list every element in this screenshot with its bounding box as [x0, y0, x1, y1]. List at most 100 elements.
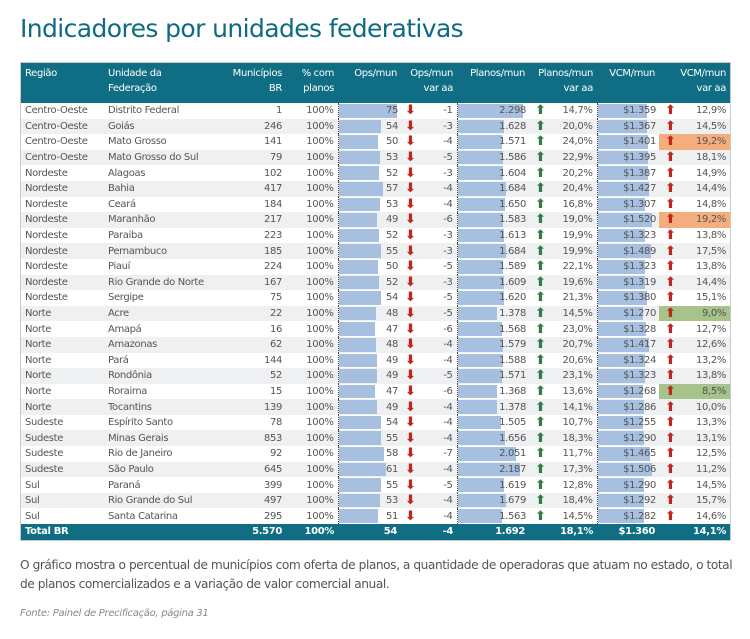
- planos-cell: 1.619: [456, 477, 529, 493]
- ops-cell: 49: [337, 352, 401, 369]
- planos-var-value: 10,7%: [562, 417, 593, 429]
- planos-cell-value: 1.368: [499, 385, 526, 397]
- ops-cell-value: 51: [385, 510, 398, 522]
- planos-cell: 1.586: [456, 149, 529, 166]
- planos-cell-value: 1.604: [499, 167, 526, 179]
- planos-var-cell: ⬆ 17,3%: [529, 461, 597, 478]
- data-bar: [339, 197, 380, 212]
- column-header-line1: VCM/mun: [609, 68, 655, 79]
- vcm-cell: $1.290: [596, 477, 659, 493]
- planos-cell-value: 1.684: [499, 245, 526, 257]
- data-bar: [458, 135, 503, 149]
- vcm-var-value: 12,6%: [695, 339, 726, 351]
- data-bar: [458, 431, 505, 446]
- pct-cell: 100%: [286, 227, 338, 244]
- pct-cell: 100%: [286, 399, 338, 415]
- column-header-line2: BR: [268, 83, 282, 94]
- total-municipios: 5.570: [220, 524, 286, 541]
- vcm-cell: $1.324: [596, 352, 659, 369]
- data-bar: [598, 135, 649, 149]
- vcm-var-cell: ⬆ 10,0%: [659, 399, 730, 415]
- arrow-down-icon: ⬇: [405, 134, 416, 150]
- column-header[interactable]: Região: [21, 63, 104, 103]
- data-bar: [458, 104, 524, 118]
- planos-var-value: 20,4%: [562, 183, 593, 195]
- pct-cell: 100%: [286, 352, 338, 369]
- ops-var-cell: ⬇ -4: [401, 196, 457, 213]
- ops-var-value: -6: [443, 323, 453, 335]
- column-header[interactable]: VCM/mun: [597, 63, 659, 103]
- ops-var-cell: ⬇ -3: [401, 165, 457, 181]
- pct-cell: 100%: [286, 243, 338, 259]
- arrow-up-icon: ⬆: [665, 383, 676, 399]
- data-bar: [339, 415, 381, 430]
- arrow-up-icon: ⬆: [665, 430, 676, 446]
- planos-cell-value: 1.505: [499, 417, 526, 429]
- planos-var-cell: ⬆ 23,0%: [529, 321, 597, 337]
- ops-var-cell: ⬇ -5: [401, 477, 457, 493]
- column-header[interactable]: % com planos: [286, 63, 338, 103]
- data-bar: [598, 119, 647, 134]
- data-bar: [339, 104, 398, 118]
- arrow-down-icon: ⬇: [405, 103, 416, 119]
- column-header[interactable]: Municípios BR: [220, 63, 286, 103]
- planos-cell-value: 1.583: [499, 214, 526, 226]
- planos-var-value: 21,3%: [562, 292, 593, 304]
- data-bar: [598, 509, 644, 524]
- arrow-down-icon: ⬇: [405, 212, 416, 228]
- arrow-up-icon: ⬆: [535, 415, 546, 431]
- table-row: Nordeste Maranhão 217 100% 49 ⬇ -6 1.583 ⬆ 19,0% $…: [21, 212, 730, 228]
- ops-cell-value: 52: [385, 167, 398, 179]
- ops-cell: 61: [337, 461, 401, 478]
- data-bar: [598, 400, 645, 414]
- ops-var-cell: ⬇ -3: [401, 274, 457, 291]
- arrow-down-icon: ⬇: [405, 196, 416, 212]
- arrow-down-icon: ⬇: [405, 321, 416, 337]
- ops-var-cell: ⬇ -4: [401, 492, 457, 509]
- ops-var-cell: ⬇ -5: [401, 149, 457, 166]
- arrow-up-icon: ⬆: [665, 134, 676, 150]
- data-bar: [339, 400, 377, 414]
- total-planos-var: 18,1%: [529, 524, 597, 541]
- planos-cell: 1.505: [456, 414, 529, 431]
- column-header[interactable]: VCM/mun var aa: [659, 63, 730, 103]
- municipios-cell: 399: [220, 477, 286, 493]
- column-header[interactable]: Unidade da Federação: [104, 63, 220, 103]
- regiao-cell: Nordeste: [21, 212, 104, 228]
- ops-var-cell: ⬇ -6: [401, 321, 457, 337]
- data-bar: [339, 369, 377, 383]
- data-bar: [458, 150, 503, 165]
- planos-cell: 1.679: [456, 492, 529, 509]
- planos-var-cell: ⬆ 12,8%: [529, 477, 597, 493]
- ops-cell: 48: [337, 305, 401, 322]
- data-bar: [339, 462, 387, 477]
- table-row: Norte Rondônia 52 100% 49 ⬇ -5 1.571 ⬆ 23,1% $1.32…: [21, 368, 730, 384]
- table-row: Sudeste Rio de Janeiro 92 100% 58 ⬇ -7 2.051 ⬆ 11…: [21, 446, 730, 462]
- vcm-cell-value: $1.387: [623, 167, 656, 179]
- data-bar: [598, 384, 644, 399]
- ops-var-cell: ⬇ -4: [401, 414, 457, 431]
- data-bar: [339, 291, 381, 305]
- pct-cell: 100%: [286, 290, 338, 306]
- planos-var-value: 24,0%: [562, 136, 593, 148]
- column-header-line1: VCM/mun: [680, 68, 726, 79]
- regiao-cell: Norte: [21, 368, 104, 384]
- data-bar: [339, 259, 378, 274]
- data-bar: [458, 415, 501, 430]
- column-header[interactable]: Planos/mun: [457, 63, 529, 103]
- column-header[interactable]: Ops/mun: [338, 63, 401, 103]
- column-header-line2: planos: [303, 83, 334, 94]
- arrow-up-icon: ⬆: [535, 212, 546, 228]
- data-bar: [339, 384, 376, 399]
- pct-cell: 100%: [286, 461, 338, 478]
- ops-cell: 54: [337, 290, 401, 306]
- column-header[interactable]: Planos/mun var aa: [529, 63, 597, 103]
- planos-var-cell: ⬆ 19,9%: [529, 227, 597, 244]
- vcm-var-value: 14,9%: [695, 167, 726, 179]
- column-header[interactable]: Ops/mun var aa: [401, 63, 457, 103]
- vcm-var-cell: ⬆ 13,8%: [659, 258, 730, 275]
- column-header-line2: var aa: [423, 83, 454, 94]
- regiao-cell: Centro-Oeste: [21, 134, 104, 150]
- data-bar: [339, 135, 378, 149]
- vcm-var-value: 14,5%: [695, 120, 726, 132]
